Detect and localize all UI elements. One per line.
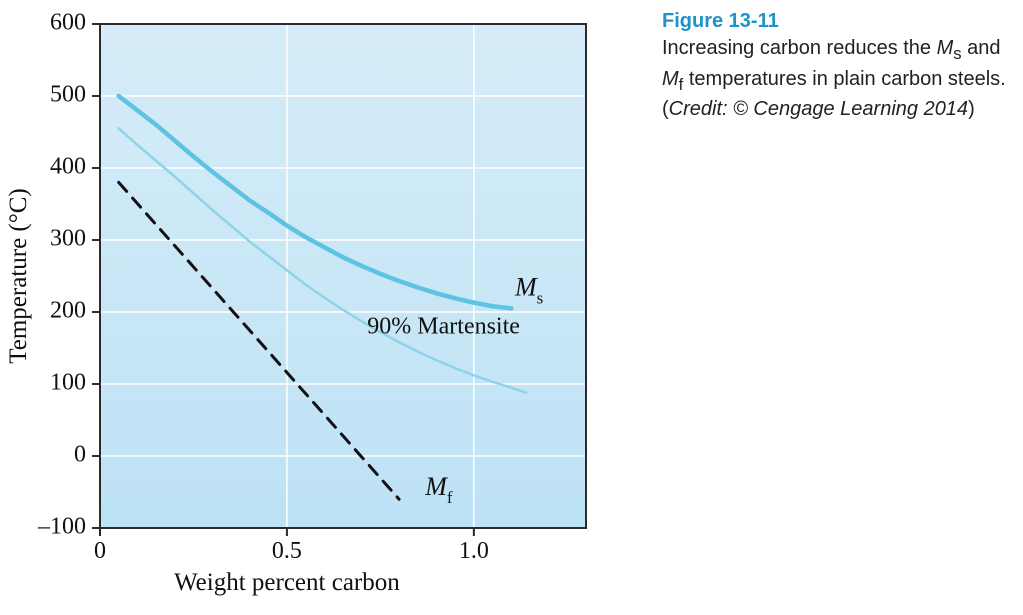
series-label-m90: 90% Martensite xyxy=(367,314,520,340)
martensite-chart: –100 0 100 200 300 400 500 600 0 0.5 1.0 Weight per… xyxy=(0,0,640,615)
ytick-label: –100 xyxy=(37,514,86,540)
figure-text: Increasing carbon reduces the Ms and Mf … xyxy=(662,35,1012,123)
ytick-label: 600 xyxy=(50,10,86,36)
ytick-label: 400 xyxy=(50,154,86,180)
y-axis-label: Temperature (°C) xyxy=(5,188,32,364)
xtick-label: 0 xyxy=(94,538,106,564)
figure-label: Figure 13-11 xyxy=(662,10,779,32)
ytick-label: 300 xyxy=(50,226,86,252)
ytick-label: 100 xyxy=(50,370,86,396)
ytick-label: 200 xyxy=(50,298,86,324)
ytick-label: 0 xyxy=(74,442,86,468)
chart-container: –100 0 100 200 300 400 500 600 0 0.5 1.0 Weight per… xyxy=(0,0,640,615)
x-axis-label: Weight percent carbon xyxy=(174,569,400,596)
xtick-label: 1.0 xyxy=(459,538,489,564)
xtick-label: 0.5 xyxy=(272,538,302,564)
page-root: –100 0 100 200 300 400 500 600 0 0.5 1.0 Weight per… xyxy=(0,0,1023,615)
ytick-label: 500 xyxy=(50,82,86,108)
figure-caption: Figure 13-11 Increasing carbon reduces t… xyxy=(662,8,1012,123)
plot-background xyxy=(100,24,586,528)
